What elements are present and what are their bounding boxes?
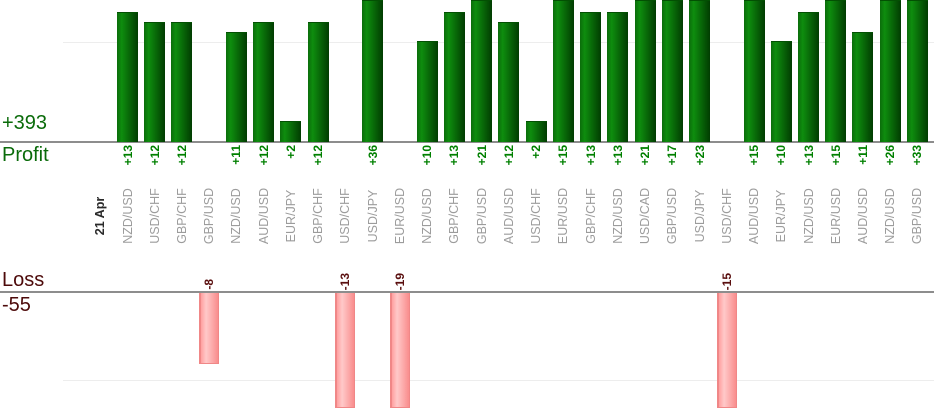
profit-value-label: +12 [257,145,271,166]
profit-bar [362,0,383,142]
profit-bar [771,41,792,142]
profit-bar [498,22,519,142]
profit-value-label: +15 [556,145,570,166]
loss-bar [717,293,737,408]
profit-value-label: +13 [447,145,461,166]
profit-value-label: +23 [693,145,707,166]
category-label: NZD/USD [229,188,243,244]
category-label: EUR/USD [556,187,570,245]
profit-bar [880,0,901,142]
profit-value-label: +21 [475,145,489,166]
profit-value-label: +15 [829,145,843,166]
category-label: GBP/USD [910,187,924,245]
category-label: USD/CHF [720,188,734,244]
category-label: AUD/USD [257,187,271,245]
profit-bar [635,0,656,142]
loss-value-label: -19 [393,272,407,290]
category-label: NZD/USD [121,188,135,244]
category-label: NZD/USD [802,188,816,244]
profit-value-label: +11 [856,145,870,165]
category-label: GBP/CHF [175,188,189,244]
category-label: AUD/USD [747,187,761,245]
category-label: GBP/CHF [447,188,461,244]
profit-value-label: +2 [284,145,298,159]
profit-bar [308,22,329,142]
category-label: AUD/USD [856,187,870,245]
profit-value-label: +33 [910,145,924,166]
loss-bar [390,293,410,408]
profit-bar [798,12,819,142]
loss-value-label: -15 [720,272,734,290]
profit-value-label: +36 [366,145,380,166]
category-label: NZD/USD [420,188,434,244]
profit-value-label: +10 [774,145,788,166]
loss-value-label: -13 [338,272,352,290]
category-label: USD/CAD [638,187,652,245]
profit-bar [117,12,138,142]
profit-value-label: +21 [638,145,652,166]
loss-axis-title: Loss [2,269,45,291]
profit-bar [526,121,547,142]
profit-bar [171,22,192,142]
category-label: EUR/JPY [284,189,298,243]
profit-total-label: +393 [2,112,48,134]
category-label: EUR/JPY [774,189,788,243]
profit-value-label: +10 [420,145,434,166]
loss-value-label: -8 [202,279,216,290]
category-label: GBP/CHF [584,188,598,244]
category-label: USD/JPY [366,189,380,243]
profit-bar [226,32,247,142]
profit-value-label: +12 [311,145,325,166]
category-label: USD/CHF [148,188,162,244]
category-label: GBP/USD [475,187,489,245]
profit-axis-line [0,141,934,143]
category-label: NZD/USD [883,188,897,244]
profit-value-label: +26 [883,145,897,166]
category-label: EUR/USD [829,187,843,245]
profit-bar [744,0,765,142]
category-label: USD/CHF [338,188,352,244]
loss-bar [335,293,355,408]
profit-value-label: +12 [502,145,516,166]
profit-value-label: +13 [611,145,625,166]
category-label: USD/CHF [529,188,543,244]
profit-bar [662,0,683,142]
category-label: EUR/USD [393,187,407,245]
profit-axis-title: Profit [2,144,49,166]
loss-total-label: -55 [2,294,31,316]
loss-axis-line [0,291,934,293]
category-label: GBP/CHF [311,188,325,244]
loss-bar [199,293,219,364]
category-label: NZD/USD [611,188,625,244]
profit-bar [689,0,710,142]
profit-bar [852,32,873,142]
profit-value-label: +17 [665,145,679,166]
category-label: USD/JPY [693,189,707,243]
profit-bar [144,22,165,142]
profit-value-label: +11 [229,145,243,165]
profit-value-label: +12 [175,145,189,166]
profit-value-label: +2 [529,145,543,159]
profit-bar [580,12,601,142]
profit-value-label: +13 [802,145,816,166]
profit-value-label: +13 [584,145,598,166]
category-label: AUD/USD [502,187,516,245]
profit-bar [280,121,301,142]
category-label: GBP/USD [202,187,216,245]
profit-bar [607,12,628,142]
profit-bar [417,41,438,142]
profit-bar [553,0,574,142]
profit-bar [825,0,846,142]
profit-bar [471,0,492,142]
profit-value-label: +13 [121,145,135,166]
date-label: 21 Apr [93,196,107,236]
profit-bar [253,22,274,142]
loss-gridline [63,380,934,381]
profit-bar [444,12,465,142]
profit-value-label: +12 [148,145,162,166]
profit-value-label: +15 [747,145,761,166]
category-label: GBP/USD [665,187,679,245]
profit-bar [907,0,928,142]
